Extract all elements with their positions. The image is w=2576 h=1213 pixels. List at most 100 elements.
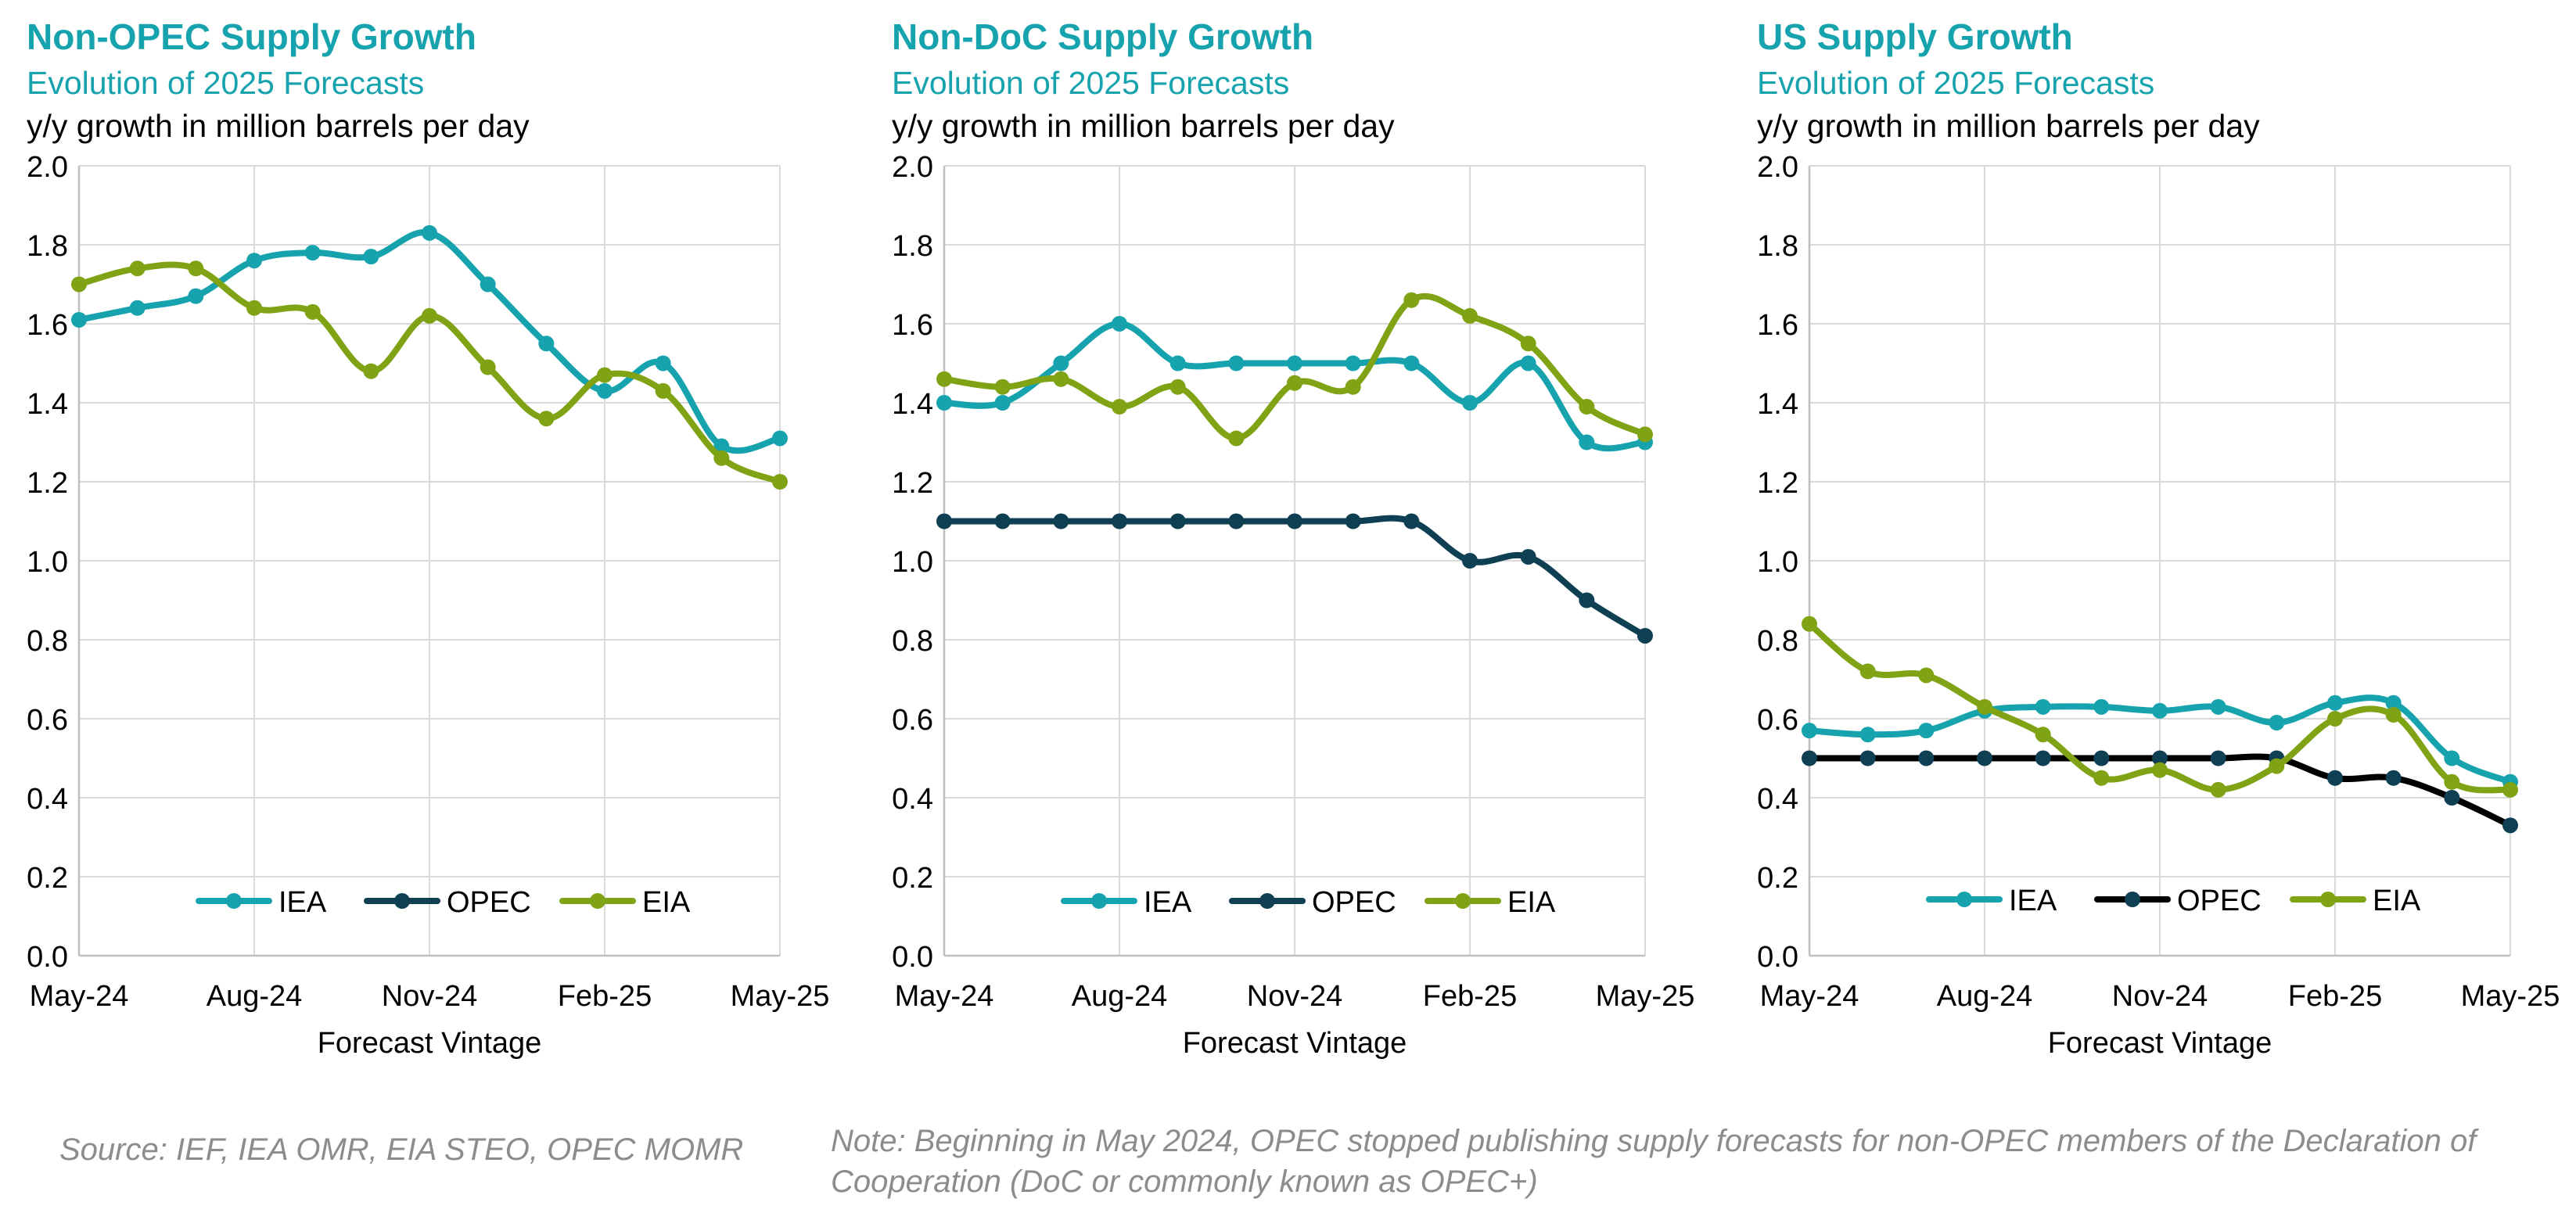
data-point-eia [363,363,379,379]
data-point-eia [246,300,262,316]
data-point-eia [2035,727,2051,743]
data-point-opec [1462,553,1478,569]
y-tick-label: 0.2 [27,862,68,895]
data-point-opec [1287,513,1302,529]
legend-label-iea: IEA [1144,886,1192,919]
line-chart-us: 0.0 0.2 0.4 0.6 0.8 1.0 1.2 1.4 1.6 1.8 2.0 May-24 A… [1757,151,2560,1060]
y-tick-label: 1.0 [27,546,68,579]
chart-subtitle: Evolution of 2025 Forecasts [27,65,425,101]
x-tick-label: May-25 [2461,980,2560,1013]
y-tick-label: 1.8 [892,230,933,263]
chart-subtitle: Evolution of 2025 Forecasts [1757,65,2155,101]
legend-label-iea: IEA [278,886,327,919]
legend-marker-iea [1956,892,1972,907]
data-point-eia [1520,336,1536,352]
legend-label-opec: OPEC [2177,885,2262,917]
chart-units-label: y/y growth in million barrels per day [1757,108,2260,144]
data-point-opec [1053,513,1069,529]
data-point-eia [2502,781,2518,798]
data-point-eia [1462,307,1478,324]
data-point-opec [1169,513,1186,529]
data-point-iea [2444,750,2460,766]
data-point-opec [994,513,1011,529]
data-point-eia [188,260,204,277]
data-point-iea [713,438,730,454]
data-point-opec [1112,513,1127,529]
data-point-iea [1228,355,1245,371]
data-point-iea [246,253,262,269]
data-point-eia [1918,667,1935,684]
y-tick-label: 0.6 [27,704,68,737]
data-point-iea [2035,698,2051,715]
chart-subtitle: Evolution of 2025 Forecasts [892,65,1290,101]
footnote: Note: Beginning in May 2024, OPEC stoppe… [831,1124,2477,1199]
data-point-eia [713,450,730,466]
data-point-eia [422,307,437,324]
y-tick-label: 0.6 [1757,704,1798,737]
data-point-iea [1287,355,1302,371]
data-point-opec [2035,750,2051,766]
data-point-opec [2502,817,2518,834]
y-tick-label: 1.2 [1757,467,1798,500]
x-tick-label: Aug-24 [1072,980,1168,1013]
data-point-iea [1112,316,1127,332]
legend-label-eia: EIA [2373,885,2421,917]
x-tick-label: May-24 [30,980,129,1013]
data-point-eia [480,359,496,375]
source-note: Source: IEF, IEA OMR, EIA STEO, OPEC MOM… [59,1132,744,1167]
data-point-iea [1859,727,1876,743]
y-tick-label: 0.4 [1757,783,1798,816]
chart-units-label: y/y growth in million barrels per day [892,108,1395,144]
data-point-opec [2093,750,2110,766]
data-point-eia [597,367,613,383]
y-tick-label: 1.2 [892,467,933,500]
data-point-eia [2093,770,2110,786]
x-tick-label: Feb-25 [2288,980,2382,1013]
data-point-opec [2327,770,2343,786]
line-chart-non-doc: 0.0 0.2 0.4 0.6 0.8 1.0 1.2 1.4 1.6 1.8 2.0 May-24 A… [892,151,1695,1060]
chart-title: US Supply Growth [1757,16,2073,57]
data-point-iea [2152,702,2168,719]
chart-panel-non-opec: Non-OPEC Supply Growth Evolution of 2025… [27,0,879,1087]
y-tick-label: 1.4 [892,388,933,421]
y-tick-label: 1.4 [1757,388,1798,421]
data-point-eia [1637,426,1653,443]
data-point-opec [1579,592,1595,608]
x-axis-title: Forecast Vintage [318,1027,542,1060]
data-point-opec [1345,513,1361,529]
data-point-eia [2385,706,2402,723]
chart-panel-us: US Supply Growth Evolution of 2025 Forec… [1757,0,2576,1087]
data-point-eia [2327,711,2343,727]
x-tick-label: Feb-25 [558,980,652,1013]
x-tick-label: Aug-24 [1937,980,2033,1013]
line-chart-non-opec: 0.0 0.2 0.4 0.6 0.8 1.0 1.2 1.4 1.6 1.8 2.0 May-24 A… [27,151,830,1060]
x-tick-label: May-24 [895,980,994,1013]
data-point-opec [1520,548,1536,565]
chart-title: Non-DoC Supply Growth [892,16,1314,57]
x-tick-label: Feb-25 [1423,980,1517,1013]
data-point-opec [1228,513,1245,529]
x-tick-label: May-25 [731,980,830,1013]
x-tick-label: May-25 [1596,980,1695,1013]
data-point-eia [1579,399,1595,415]
data-point-eia [1112,399,1127,415]
data-point-iea [1345,355,1361,371]
data-point-iea [1579,434,1595,450]
data-point-eia [1977,698,1992,715]
data-point-eia [1403,292,1420,308]
y-tick-label: 1.0 [892,546,933,579]
data-point-iea [1462,395,1478,411]
y-tick-label: 1.4 [27,388,68,421]
data-point-eia [2269,758,2285,774]
legend-label-eia: EIA [1507,886,1556,919]
x-axis-title: Forecast Vintage [1183,1027,1407,1060]
x-axis-title: Forecast Vintage [2048,1027,2272,1060]
data-point-eia [655,382,671,399]
y-tick-label: 2.0 [1757,151,1798,184]
data-point-iea [422,224,437,241]
data-point-iea [655,355,671,371]
y-tick-label: 0.0 [1757,941,1798,974]
chart-panel-non-doc: Non-DoC Supply Growth Evolution of 2025 … [892,0,1744,1087]
y-tick-label: 2.0 [27,151,68,184]
data-point-eia [1169,379,1186,395]
